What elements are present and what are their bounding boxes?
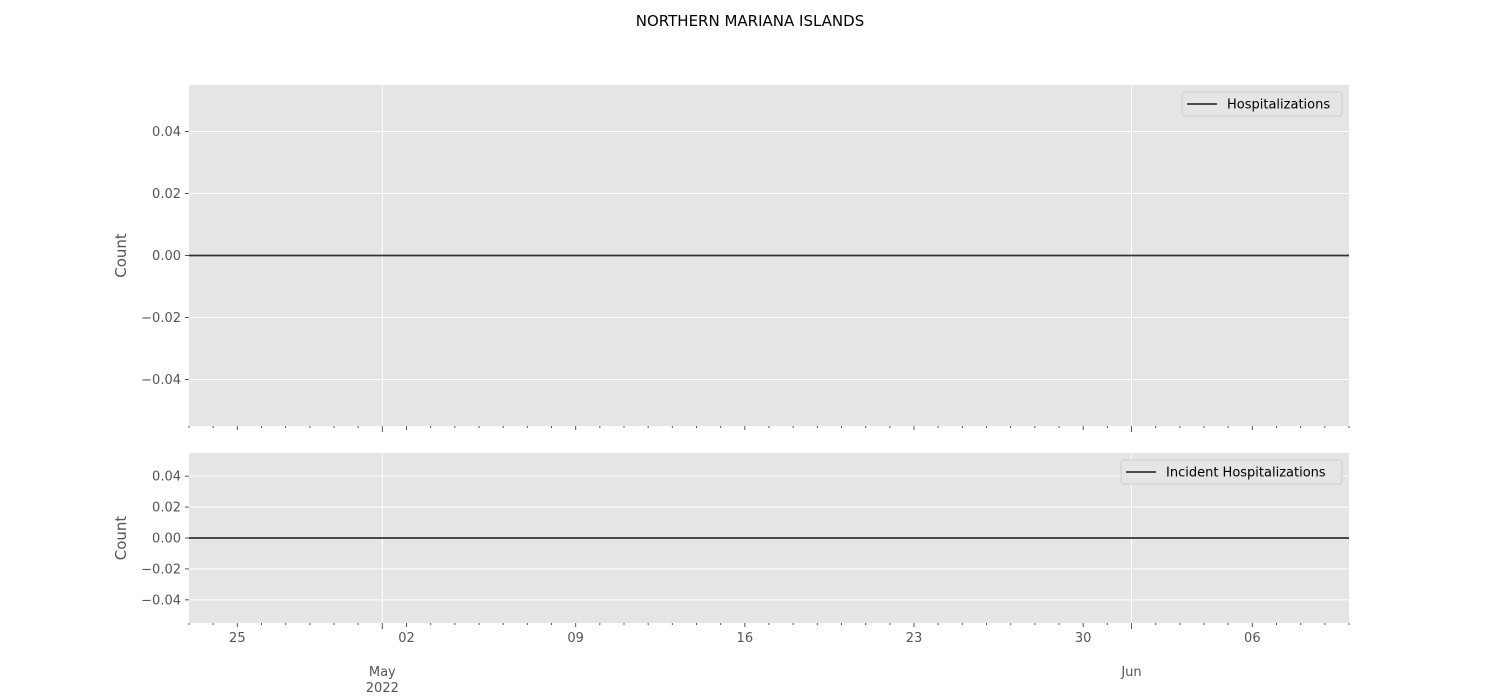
subplot-1: 0.04 0.02 0.00 −0.02 −0.04 Count Hospitalizati… (112, 85, 1350, 432)
x-minor-tick-label: 06 (1244, 631, 1261, 646)
legend-label: Incident Hospitalizations (1166, 466, 1326, 481)
x-minor-tick-label: 30 (1075, 631, 1092, 646)
y-axis-label: Count (112, 516, 130, 561)
x-minor-tick-label: 25 (229, 631, 246, 646)
y-tick-label: −0.02 (141, 311, 181, 326)
legend: Incident Hospitalizations (1120, 459, 1343, 485)
chart-title: NORTHERN MARIANA ISLANDS (636, 12, 864, 30)
x-major-tick-label: May 2022 (366, 665, 399, 696)
legend-frame (1120, 459, 1343, 485)
x-minor-tick-label: 23 (906, 631, 923, 646)
y-tick-label: −0.04 (141, 593, 181, 608)
y-tick-label: 0.04 (152, 125, 181, 140)
y-tick-label: −0.02 (141, 562, 181, 577)
legend-frame (1181, 91, 1343, 117)
x-minor-tick-label: 09 (567, 631, 584, 646)
y-tick-label: −0.04 (141, 373, 181, 388)
subplot-2: 0.04 0.02 0.00 −0.02 −0.04 Count Incident Hosp… (112, 453, 1350, 696)
x-minor-tick-label: 16 (737, 631, 754, 646)
y-tick-label: 0.04 (152, 470, 181, 485)
y-tick-label: 0.02 (152, 187, 181, 202)
legend-label: Hospitalizations (1227, 98, 1330, 113)
y-tick-label: 0.00 (152, 249, 181, 264)
y-tick-label: 0.02 (152, 501, 181, 516)
x-minor-tick-label: 02 (398, 631, 415, 646)
x-major-tick-label: Jun (1120, 665, 1141, 680)
y-axis-label: Count (112, 233, 130, 278)
y-tick-label: 0.00 (152, 532, 181, 547)
subplots: 0.04 0.02 0.00 −0.02 −0.04 Count Hospitalizati… (112, 85, 1350, 696)
legend: Hospitalizations (1181, 91, 1343, 117)
